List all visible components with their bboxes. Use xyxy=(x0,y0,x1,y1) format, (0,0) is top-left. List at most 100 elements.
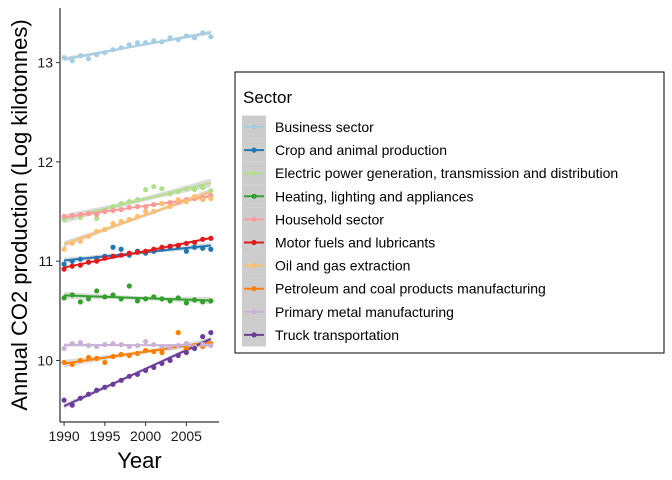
data-point xyxy=(110,340,116,347)
data-point xyxy=(102,208,108,215)
data-point xyxy=(69,402,75,408)
data-point xyxy=(61,359,67,366)
data-point xyxy=(143,203,149,210)
data-point xyxy=(175,330,181,336)
data-point xyxy=(200,185,206,191)
x-tick-label: 1995 xyxy=(89,428,120,444)
data-point xyxy=(118,45,124,51)
data-point xyxy=(94,288,100,294)
data-point xyxy=(61,345,67,352)
data-point xyxy=(77,53,83,59)
data-point xyxy=(77,357,83,364)
data-point xyxy=(143,347,149,354)
data-point xyxy=(167,344,173,351)
legend-key-point xyxy=(251,170,257,176)
x-axis-ticks: 1990 1995 2000 2005 xyxy=(48,422,202,444)
data-point xyxy=(118,218,124,225)
data-point xyxy=(102,294,108,300)
data-point xyxy=(69,263,75,269)
data-point xyxy=(94,52,100,58)
data-point xyxy=(183,240,189,246)
data-point xyxy=(175,197,181,203)
data-point xyxy=(200,30,206,36)
data-point xyxy=(208,188,214,194)
y-axis-title: Annual CO2 production (Log kilotonnes) xyxy=(7,19,32,410)
data-point xyxy=(159,39,165,45)
data-point xyxy=(69,292,75,298)
legend-label: Primary metal manufacturing xyxy=(275,304,454,320)
legend-key-point xyxy=(251,286,257,292)
data-point xyxy=(85,210,92,217)
data-point xyxy=(102,226,108,232)
data-point xyxy=(85,233,92,239)
data-point xyxy=(183,340,189,347)
data-point xyxy=(183,345,189,352)
data-point xyxy=(85,56,92,62)
data-point xyxy=(77,238,83,244)
data-point xyxy=(61,261,67,267)
data-point xyxy=(126,283,132,289)
data-point xyxy=(175,189,181,195)
legend-label: Electric power generation, transmission … xyxy=(275,165,618,181)
data-point xyxy=(69,340,75,347)
data-point xyxy=(110,244,116,250)
legend-box xyxy=(234,71,665,354)
data-point xyxy=(167,298,173,304)
data-point xyxy=(208,330,214,336)
data-point xyxy=(85,296,92,302)
data-point xyxy=(118,252,124,258)
data-point xyxy=(126,198,132,205)
data-point xyxy=(191,194,198,200)
data-point xyxy=(183,33,189,39)
legend-label: Heating, lighting and appliances xyxy=(275,188,473,204)
data-point xyxy=(167,243,173,249)
data-point xyxy=(175,352,181,359)
data-point xyxy=(61,246,67,252)
legend-key-point xyxy=(251,124,257,130)
data-point xyxy=(159,186,165,192)
data-point xyxy=(143,296,149,302)
data-point xyxy=(69,258,75,264)
legend-items: Business sector Crop and animal productio… xyxy=(242,115,618,347)
data-point xyxy=(134,203,141,210)
data-point xyxy=(118,206,124,213)
data-point xyxy=(118,296,124,302)
legend-key-point xyxy=(251,216,257,222)
data-point xyxy=(110,292,116,298)
x-tick-label: 2000 xyxy=(130,428,161,444)
data-point xyxy=(134,213,141,220)
data-point xyxy=(61,55,67,61)
data-point xyxy=(143,248,149,254)
legend-key-point xyxy=(251,193,257,199)
data-point xyxy=(102,255,108,261)
x-axis-title: Year xyxy=(117,448,161,473)
legend-label: Petroleum and coal products manufacturin… xyxy=(275,281,546,297)
data-point xyxy=(143,338,149,345)
legend-label: Business sector xyxy=(275,119,374,135)
data-point xyxy=(208,34,214,40)
legend-key-point xyxy=(251,309,257,315)
data-point xyxy=(110,253,116,259)
data-point xyxy=(159,349,165,356)
data-point xyxy=(94,355,100,362)
data-point xyxy=(151,294,157,300)
legend: Sector Business sector Crop and animal pr… xyxy=(234,71,665,354)
data-point xyxy=(61,266,67,272)
data-point xyxy=(208,342,214,349)
data-point xyxy=(61,295,67,301)
data-point xyxy=(85,342,92,349)
data-point xyxy=(69,58,75,64)
data-point xyxy=(94,228,100,234)
data-point xyxy=(159,244,165,250)
data-point xyxy=(118,377,124,383)
data-point xyxy=(110,207,116,214)
data-point xyxy=(110,203,116,210)
data-point xyxy=(102,384,108,390)
data-point xyxy=(143,40,149,46)
data-point xyxy=(61,397,67,403)
data-point xyxy=(151,38,157,44)
data-point xyxy=(102,341,108,348)
data-point xyxy=(69,361,75,368)
data-point xyxy=(126,42,132,48)
data-point xyxy=(200,299,206,305)
